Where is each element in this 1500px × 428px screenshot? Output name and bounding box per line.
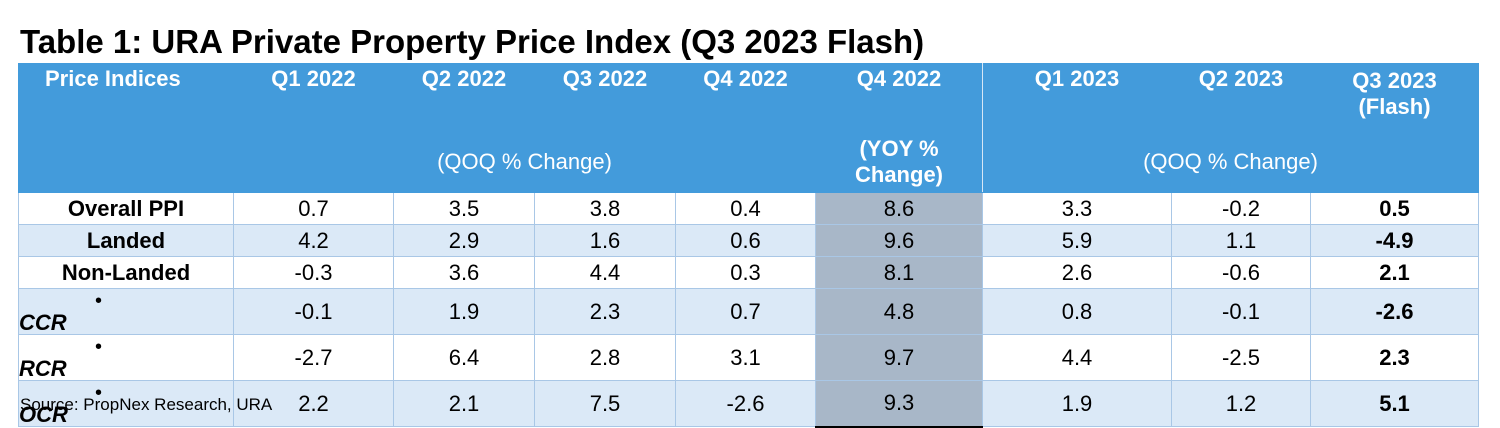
cell: 4.4	[534, 256, 676, 289]
cell-flash: 0.5	[1310, 192, 1479, 225]
cell: -0.2	[1171, 192, 1311, 225]
cell: 2.3	[534, 288, 676, 335]
header-quarter: Q2 2022	[393, 63, 535, 132]
cell: 7.5	[534, 380, 676, 427]
header-price-indices: Price Indices	[18, 63, 234, 132]
header-quarter: Q1 2023	[982, 63, 1172, 132]
cell: -0.6	[1171, 256, 1311, 289]
cell-yoy: 8.1	[815, 256, 983, 289]
row-label-sub: • RCR	[18, 334, 234, 381]
cell-yoy: 4.8	[815, 288, 983, 335]
cell: 0.7	[233, 192, 394, 225]
bullet-icon: •	[95, 382, 103, 404]
row-label-sub: • CCR	[18, 288, 234, 335]
cell: 0.8	[982, 288, 1172, 335]
table-row: • OCR 2.2 2.1 7.5 -2.6 9.3 1.9 1.2 5.1	[18, 380, 1479, 428]
cell: 2.6	[982, 256, 1172, 289]
cell: 0.7	[675, 288, 816, 335]
row-label: Overall PPI	[18, 192, 234, 225]
cell-flash: 2.1	[1310, 256, 1479, 289]
cell: -0.3	[233, 256, 394, 289]
bullet-icon: •	[95, 336, 103, 358]
header-yoy: (YOY % Change)	[815, 132, 983, 193]
row-label: Landed	[18, 224, 234, 257]
cell: -2.6	[675, 380, 816, 427]
cell: 3.8	[534, 192, 676, 225]
cell: 6.4	[393, 334, 535, 381]
table-row: Non-Landed -0.3 3.6 4.4 0.3 8.1 2.6 -0.6…	[18, 256, 1479, 289]
cell: -2.5	[1171, 334, 1311, 381]
table-title: Table 1: URA Private Property Price Inde…	[20, 23, 925, 60]
cell-yoy: 8.6	[815, 192, 983, 225]
cell-yoy: 9.7	[815, 334, 983, 381]
row-label: OCR	[19, 402, 68, 427]
cell: 0.6	[675, 224, 816, 257]
row-label: RCR	[19, 356, 67, 381]
header-empty	[18, 132, 234, 193]
cell: -2.7	[233, 334, 394, 381]
table-row: Overall PPI 0.7 3.5 3.8 0.4 8.6 3.3 -0.2…	[18, 192, 1479, 225]
row-label: CCR	[19, 310, 67, 335]
cell: 3.3	[982, 192, 1172, 225]
header-qoq-left: (QOQ % Change)	[233, 132, 816, 193]
cell-flash: -2.6	[1310, 288, 1479, 335]
header-quarter-yoy: Q4 2022	[815, 63, 983, 132]
table-row: • CCR -0.1 1.9 2.3 0.7 4.8 0.8 -0.1 -2.6	[18, 288, 1479, 335]
cell: 2.9	[393, 224, 535, 257]
row-label-sub: • OCR	[18, 380, 234, 427]
bullet-icon: •	[95, 290, 103, 312]
cell: 0.4	[675, 192, 816, 225]
cell: 1.9	[982, 380, 1172, 427]
header-yoy-text: (YOY % Change)	[855, 136, 943, 187]
cell-flash: 5.1	[1310, 380, 1479, 427]
cell: 3.6	[393, 256, 535, 289]
cell: 1.9	[393, 288, 535, 335]
source-note: Source: PropNex Research, URA	[20, 395, 273, 414]
cell: 2.8	[534, 334, 676, 381]
cell: 2.2	[233, 380, 394, 427]
cell-flash: -4.9	[1310, 224, 1479, 257]
header-quarter: Q4 2022	[675, 63, 816, 132]
row-label: Non-Landed	[18, 256, 234, 289]
table-row: • RCR -2.7 6.4 2.8 3.1 9.7 4.4 -2.5 2.3	[18, 334, 1479, 381]
cell-yoy: 9.3	[815, 380, 983, 428]
header-qoq-right: (QOQ % Change)	[982, 132, 1479, 193]
cell: 5.9	[982, 224, 1172, 257]
cell-yoy: 9.6	[815, 224, 983, 257]
table-row: Landed 4.2 2.9 1.6 0.6 9.6 5.9 1.1 -4.9	[18, 224, 1479, 257]
cell-flash: 2.3	[1310, 334, 1479, 381]
cell: 4.2	[233, 224, 394, 257]
price-index-table: Price Indices Q1 2022 Q2 2022 Q3 2022 Q4…	[18, 63, 1479, 428]
cell: 4.4	[982, 334, 1172, 381]
header-quarter: Q3 2022	[534, 63, 676, 132]
header-quarter: Q1 2022	[233, 63, 394, 132]
cell: 3.5	[393, 192, 535, 225]
cell: 1.1	[1171, 224, 1311, 257]
header-row-quarters: Price Indices Q1 2022 Q2 2022 Q3 2022 Q4…	[18, 63, 1479, 132]
header-quarter-flash: Q3 2023 (Flash)	[1310, 63, 1479, 132]
cell: -0.1	[233, 288, 394, 335]
cell: 2.1	[393, 380, 535, 427]
header-row-measure: (QOQ % Change) (YOY % Change) (QOQ % Cha…	[18, 132, 1479, 193]
cell: -0.1	[1171, 288, 1311, 335]
cell: 3.1	[675, 334, 816, 381]
header-quarter: Q2 2023	[1171, 63, 1311, 132]
header-quarter-flash-text: Q3 2023 (Flash)	[1352, 68, 1437, 119]
cell: 1.2	[1171, 380, 1311, 427]
cell: 1.6	[534, 224, 676, 257]
cell: 0.3	[675, 256, 816, 289]
